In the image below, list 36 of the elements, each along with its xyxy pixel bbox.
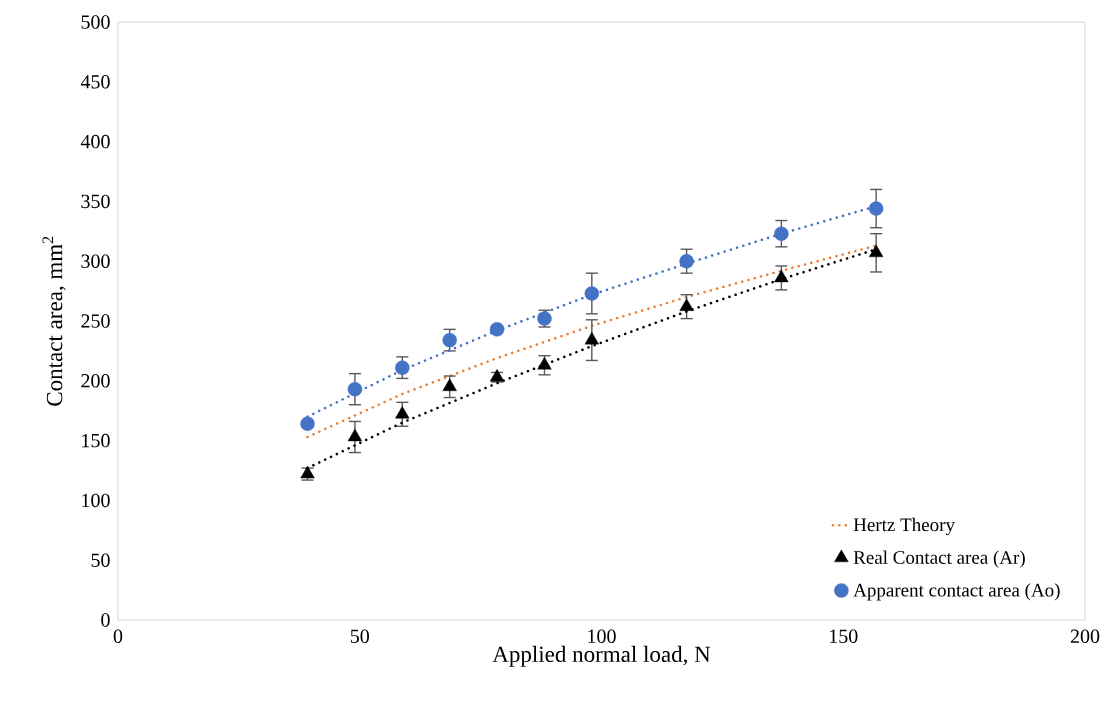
- point: [584, 286, 600, 301]
- x-tick-label: 200: [1070, 629, 1100, 644]
- y-tick-label: 350: [81, 194, 110, 209]
- point: [869, 244, 884, 258]
- y-tick-label: 250: [81, 314, 110, 328]
- legend-label: Real Contact area (Ar): [853, 550, 1025, 568]
- x-tick-label: 0: [113, 629, 123, 644]
- point: [300, 416, 315, 432]
- point: [395, 360, 410, 375]
- point: [679, 254, 694, 269]
- y-tick-label: 50: [91, 553, 110, 567]
- x-axis-title: Applied normal load, N: [492, 645, 711, 667]
- y-axis-title: Contact area, mm$^{2}$: [42, 236, 66, 406]
- point: [489, 322, 505, 337]
- legend-label: Hertz Theory: [853, 517, 955, 536]
- y-tick-label: 0: [101, 613, 110, 627]
- point: [442, 332, 457, 348]
- y-tick-label: 200: [81, 374, 110, 388]
- y-tick-label: 450: [80, 75, 110, 89]
- point: [347, 428, 363, 442]
- legend-label: Apparent contact area (Ao): [853, 583, 1060, 601]
- point: [868, 201, 884, 216]
- x-tick-label: 50: [350, 629, 369, 644]
- point: [395, 406, 410, 419]
- point: [347, 381, 363, 397]
- y-tick-label: 300: [81, 254, 110, 268]
- y-tick-label: 400: [80, 134, 110, 149]
- y-tick-label: 500: [81, 15, 110, 29]
- point: [679, 298, 694, 311]
- y-tick-label: 150: [82, 433, 110, 448]
- x-tick-label: 150: [830, 629, 858, 644]
- y-tick-label: 100: [82, 493, 110, 508]
- point: [584, 331, 599, 345]
- point: [774, 226, 789, 241]
- x-tick-label: 100: [588, 629, 616, 644]
- point: [774, 269, 789, 283]
